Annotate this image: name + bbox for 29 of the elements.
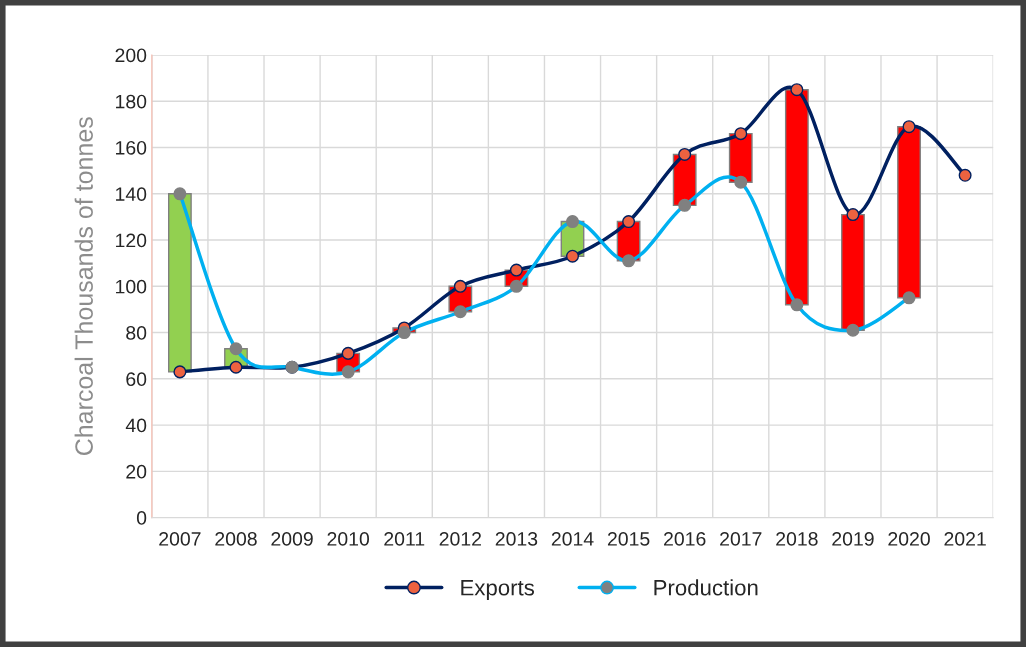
x-tick-label: 2014 [551,532,594,546]
x-tick-label: 2007 [159,532,201,546]
x-tick-label: 2020 [888,532,930,546]
x-tick-label: 2009 [271,532,313,546]
x-tick-label: 2017 [720,532,762,546]
x-tick-label: 2021 [944,532,986,546]
y-tick-label: 100 [116,279,147,294]
x-tick-label: 2016 [664,532,706,546]
x-tick-label: 2011 [384,532,425,546]
y-tick-label: 160 [116,140,147,155]
y-tick-label: 0 [136,511,147,525]
legend-label: Exports [461,580,535,600]
y-tick-label: 40 [125,418,147,433]
y-tick-label: 60 [126,372,147,387]
x-tick-label: 2018 [776,532,818,546]
x-tick-label: 2008 [215,532,257,546]
legend-label: Production [654,579,758,596]
x-tick-label: 2013 [495,532,538,546]
y-tick-label: 80 [126,326,147,340]
y-axis-title: Charcoal Thousands of tonnes [74,117,93,456]
y-tick-label: 120 [116,233,147,248]
y-tick-label: 140 [116,187,147,202]
y-tick-label: 20 [126,464,147,479]
x-tick-label: 2015 [607,532,650,546]
x-tick-label: 2019 [832,532,874,546]
x-tick-label: 2010 [327,532,370,546]
x-tick-label: 2012 [439,532,481,546]
y-tick-label: 180 [116,94,147,109]
y-tick-label: 200 [115,48,147,63]
